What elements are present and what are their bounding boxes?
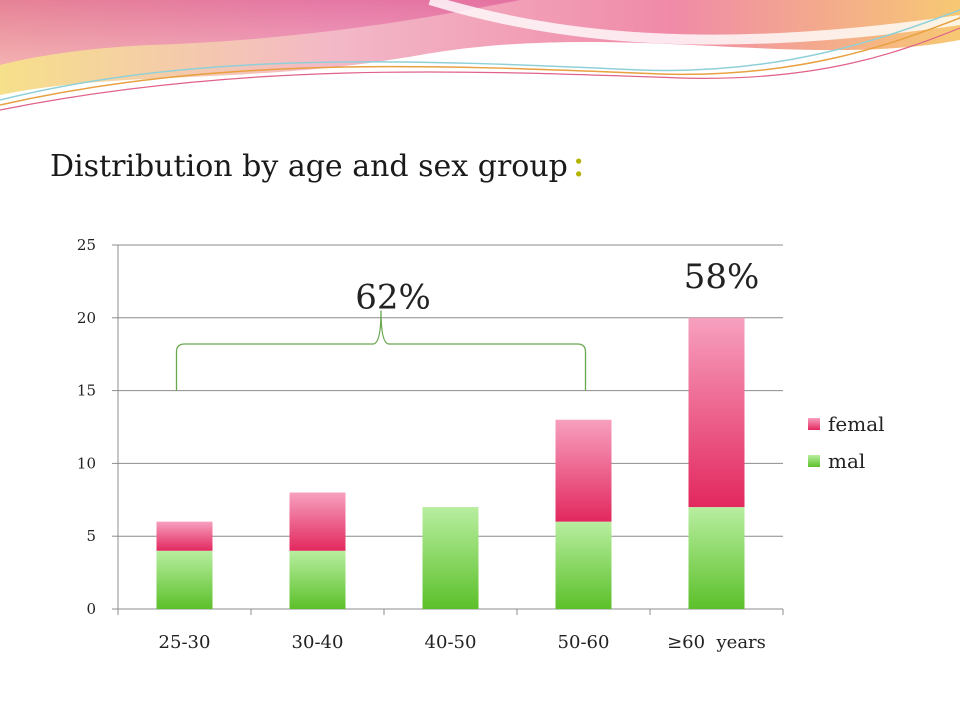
bar-mal-0 bbox=[156, 550, 213, 609]
bar-mal-4 bbox=[688, 507, 745, 609]
x-tick-label: ≥60 years bbox=[667, 632, 766, 653]
axes: 0 5 10 15 20 25 25-30 30-40 40-50 50-60 ≥60 years bbox=[77, 236, 784, 653]
y-tick-label: 0 bbox=[86, 600, 96, 618]
y-tick-label: 20 bbox=[77, 309, 96, 327]
y-tick-label: 10 bbox=[77, 454, 96, 472]
slide-title: Distribution by age and sex group: bbox=[50, 140, 585, 186]
x-tick-label: 40-50 bbox=[425, 632, 477, 653]
y-tick-label: 15 bbox=[77, 382, 96, 400]
bracket-annotation bbox=[175, 310, 587, 391]
x-tick-label: 50-60 bbox=[558, 632, 610, 653]
legend-swatch-mal bbox=[808, 455, 820, 467]
slide-title-text: Distribution by age and sex group bbox=[50, 149, 568, 184]
annotations: 62% 58% bbox=[175, 257, 760, 391]
y-tick-label: 5 bbox=[86, 527, 96, 545]
bar-mal-2 bbox=[422, 507, 479, 609]
bar-mal-1 bbox=[289, 550, 346, 609]
x-tick-label: 25-30 bbox=[159, 632, 211, 653]
legend-swatch-femal bbox=[808, 418, 820, 430]
slide-title-colon: : bbox=[571, 140, 586, 186]
bar-femal-0 bbox=[156, 521, 213, 551]
y-tick-label: 25 bbox=[77, 236, 96, 254]
bar-femal-4 bbox=[688, 317, 745, 508]
legend-label-femal: femal bbox=[828, 412, 885, 436]
x-tick-label: 30-40 bbox=[292, 632, 344, 653]
header-banner bbox=[0, 0, 960, 111]
legend-label-mal: mal bbox=[828, 449, 865, 473]
annotation-label: 58% bbox=[684, 257, 760, 297]
bars bbox=[156, 317, 745, 609]
bar-femal-1 bbox=[289, 492, 346, 551]
bar-femal-3 bbox=[555, 419, 612, 522]
legend: femal mal bbox=[808, 412, 885, 473]
annotation-label: 62% bbox=[355, 278, 431, 318]
bar-mal-3 bbox=[555, 521, 612, 609]
